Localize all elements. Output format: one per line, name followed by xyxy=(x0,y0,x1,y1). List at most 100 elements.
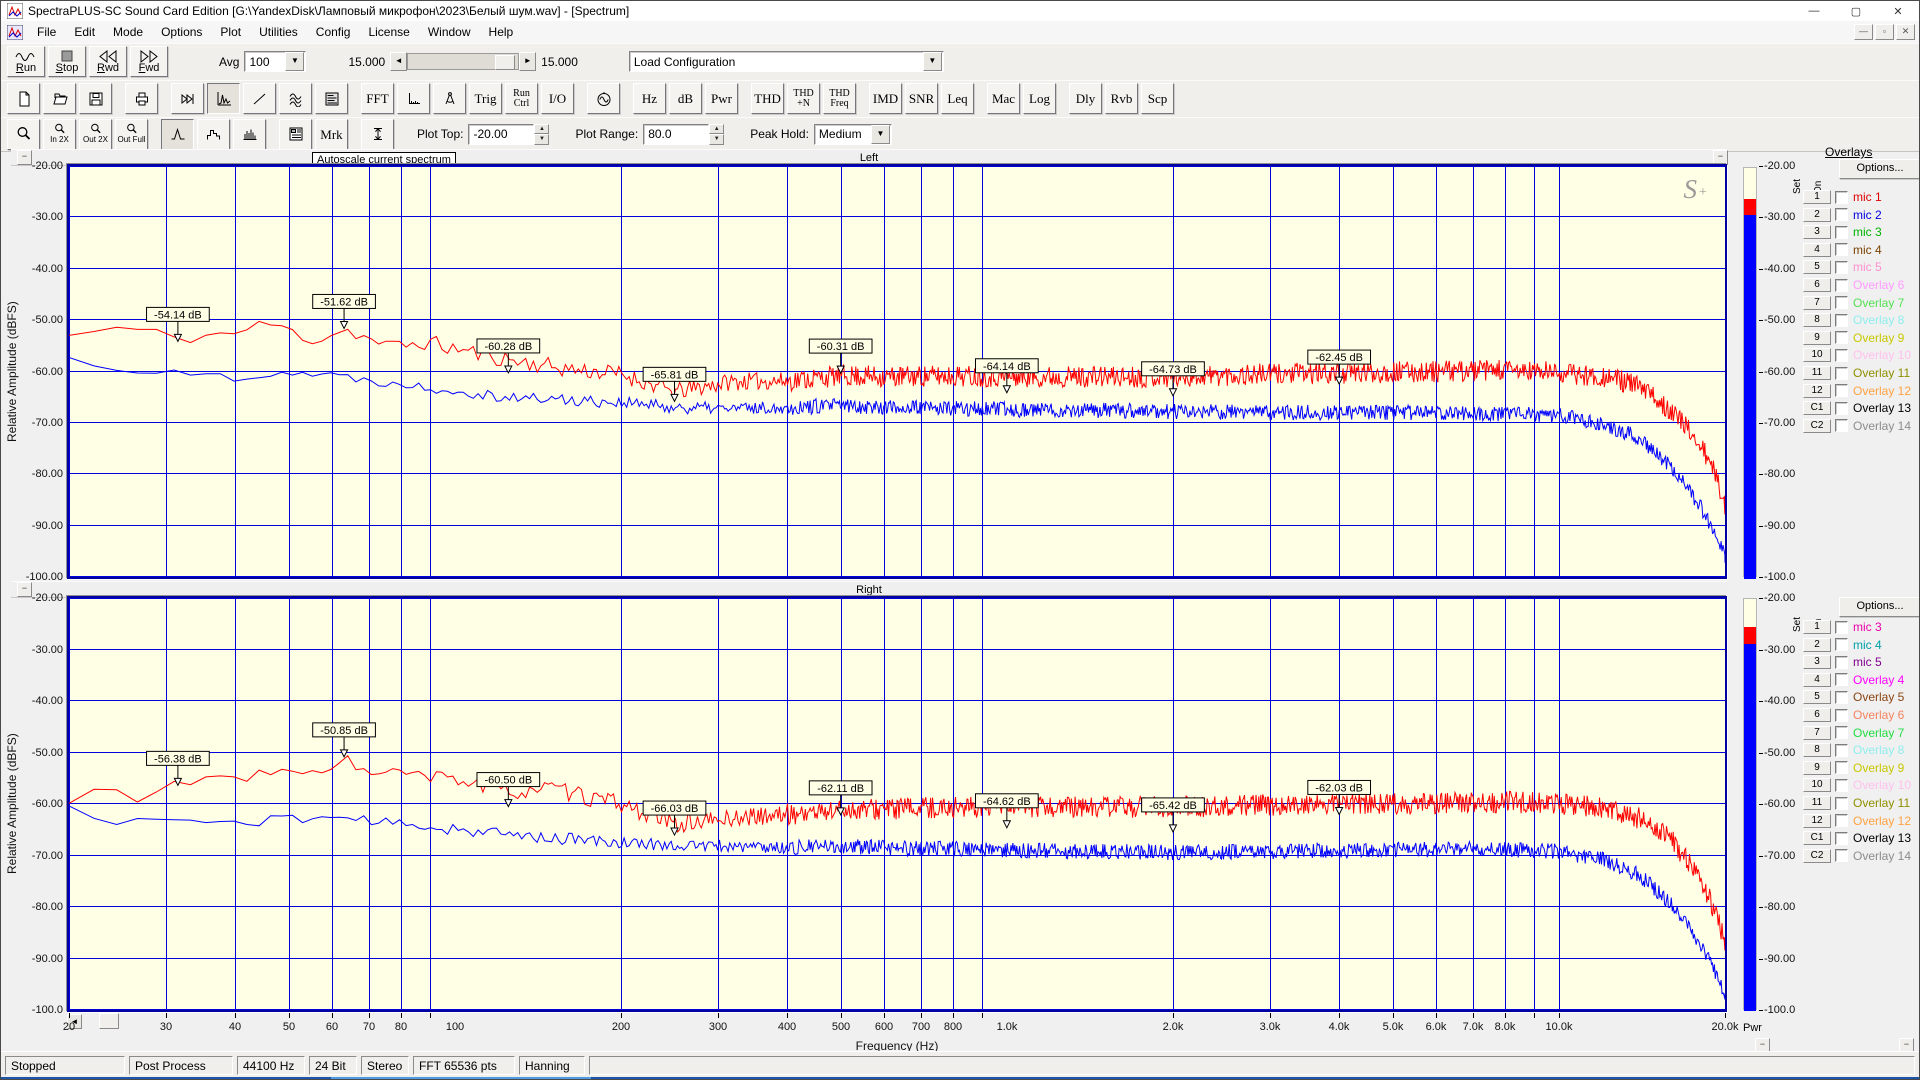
overlay-set-button[interactable]: 4 xyxy=(1803,242,1831,257)
hz-units-button[interactable]: Hz xyxy=(633,83,666,114)
process-to-end-button[interactable] xyxy=(171,83,204,114)
menu-item-options[interactable]: Options xyxy=(161,25,203,39)
hscroll-left-arrow-icon[interactable]: ◄ xyxy=(67,1014,82,1029)
reverb-button[interactable]: Rvb xyxy=(1105,83,1138,114)
thd-freq-button[interactable]: THD Freq xyxy=(823,83,856,114)
overlay-set-button[interactable]: 1 xyxy=(1803,620,1831,634)
overlay-set-button[interactable]: 12 xyxy=(1803,813,1831,828)
snr-button[interactable]: SNR xyxy=(905,83,938,114)
overlay-set-button[interactable]: 8 xyxy=(1803,743,1831,758)
overlay-on-checkbox[interactable] xyxy=(1835,278,1848,292)
collapse-icon[interactable]: − xyxy=(17,150,32,165)
overlay-set-button[interactable]: 11 xyxy=(1803,366,1831,380)
overlay-on-checkbox[interactable] xyxy=(1835,690,1848,704)
load-configuration-combo[interactable]: Load Configuration ▼ xyxy=(628,51,944,72)
overlay-on-checkbox[interactable] xyxy=(1835,348,1848,362)
hscroll-thumb[interactable] xyxy=(99,1013,119,1029)
overlay-on-checkbox[interactable] xyxy=(1835,384,1848,398)
chevron-down-icon[interactable]: ▼ xyxy=(922,52,942,71)
overlay-on-checkbox[interactable] xyxy=(1835,190,1848,204)
new-file-button[interactable] xyxy=(7,83,40,114)
spinner-up-icon[interactable]: ▲ xyxy=(534,123,550,134)
peak-hold-combo[interactable]: Medium ▼ xyxy=(813,123,892,145)
menu-item-window[interactable]: Window xyxy=(427,25,471,39)
fft-settings-button[interactable]: FFT xyxy=(361,83,394,114)
menu-item-utilities[interactable]: Utilities xyxy=(259,25,298,39)
time-slider[interactable] xyxy=(407,53,520,70)
overlay-set-button[interactable]: C1 xyxy=(1803,401,1831,416)
forward-button[interactable]: Fwd xyxy=(130,46,168,77)
thd-n-button[interactable]: THD +N xyxy=(787,83,820,114)
overlay-on-checkbox[interactable] xyxy=(1835,243,1848,257)
overlay-set-button[interactable]: C2 xyxy=(1803,848,1831,863)
slider-left-arrow-icon[interactable]: ◄ xyxy=(390,52,408,71)
mdi-minimize-icon[interactable]: — xyxy=(1854,24,1873,40)
zoom-button[interactable] xyxy=(7,118,40,150)
overlay-set-button[interactable]: 2 xyxy=(1803,637,1831,652)
zoom-in-2x-button[interactable]: In 2X xyxy=(43,118,76,150)
run-control-button[interactable]: Run Ctrl xyxy=(505,83,538,114)
bar-display-button[interactable] xyxy=(233,118,266,150)
spectrogram-view-button[interactable] xyxy=(315,83,348,114)
overlay-options-button[interactable]: Options... xyxy=(1839,597,1919,617)
overlay-on-checkbox[interactable] xyxy=(1835,831,1848,845)
overlay-on-checkbox[interactable] xyxy=(1835,814,1848,828)
overlay-on-checkbox[interactable] xyxy=(1835,778,1848,792)
chevron-down-icon[interactable]: ▼ xyxy=(285,52,305,71)
power-units-button[interactable]: Pwr xyxy=(705,83,738,114)
thd-button[interactable]: THD xyxy=(751,83,784,114)
signal-generator-button[interactable] xyxy=(587,83,620,114)
peak-display-button[interactable] xyxy=(161,118,194,150)
overlay-on-checkbox[interactable] xyxy=(1835,638,1848,652)
marker-button[interactable]: Mrk xyxy=(315,118,348,150)
overlay-on-checkbox[interactable] xyxy=(1835,208,1848,222)
scaling-button[interactable] xyxy=(397,83,430,114)
overlay-set-button[interactable]: 1 xyxy=(1803,190,1831,204)
chevron-down-icon[interactable]: ▼ xyxy=(870,124,890,144)
waterfall-view-button[interactable] xyxy=(279,83,312,114)
overlay-on-checkbox[interactable] xyxy=(1835,726,1848,740)
run-button[interactable]: Run xyxy=(7,46,45,77)
leq-button[interactable]: Leq xyxy=(941,83,974,114)
overlay-on-checkbox[interactable] xyxy=(1835,225,1848,239)
minimize-icon[interactable]: — xyxy=(1808,5,1820,17)
overlay-on-checkbox[interactable] xyxy=(1835,673,1848,687)
close-icon[interactable]: ✕ xyxy=(1893,5,1903,18)
spectrum-plot-left[interactable]: -54.14 dB -51.62 dB -60.28 dB -65.81 dB -60.… xyxy=(67,164,1727,579)
scope-button[interactable]: Scp xyxy=(1141,83,1174,114)
overlay-set-button[interactable]: C2 xyxy=(1803,418,1831,433)
menu-item-plot[interactable]: Plot xyxy=(220,25,242,39)
mdi-close-icon[interactable]: ✕ xyxy=(1896,24,1915,40)
collapse-icon[interactable]: − xyxy=(1713,150,1728,165)
db-units-button[interactable]: dB xyxy=(669,83,702,114)
collapse-icon[interactable]: − xyxy=(17,582,32,597)
io-device-button[interactable]: I/O xyxy=(541,83,574,114)
overlay-on-checkbox[interactable] xyxy=(1835,331,1848,345)
menu-item-config[interactable]: Config xyxy=(315,25,351,39)
stop-button[interactable]: Stop xyxy=(48,46,86,77)
overlay-set-button[interactable]: C1 xyxy=(1803,831,1831,846)
overlay-set-button[interactable]: 9 xyxy=(1803,760,1831,775)
rewind-button[interactable]: Rwd xyxy=(89,46,127,77)
menu-item-mode[interactable]: Mode xyxy=(113,25,144,39)
spinner-down-icon[interactable]: ▼ xyxy=(709,134,725,145)
overlay-set-button[interactable]: 6 xyxy=(1803,708,1831,722)
overlay-options-button[interactable]: Options... xyxy=(1839,159,1919,179)
phase-view-button[interactable] xyxy=(243,83,276,114)
overlay-on-checkbox[interactable] xyxy=(1835,620,1848,634)
overlay-set-button[interactable]: 4 xyxy=(1803,672,1831,687)
delay-button[interactable]: Dly xyxy=(1069,83,1102,114)
overlay-set-button[interactable]: 7 xyxy=(1803,725,1831,740)
plot-range-spinner[interactable]: ▲ ▼ xyxy=(709,123,725,145)
overlay-on-checkbox[interactable] xyxy=(1835,849,1848,863)
step-display-button[interactable] xyxy=(197,118,230,150)
overlay-set-button[interactable]: 12 xyxy=(1803,383,1831,398)
menu-item-help[interactable]: Help xyxy=(488,25,514,39)
zoom-out-full-button[interactable]: Out Full xyxy=(115,118,148,150)
plot-top-input[interactable] xyxy=(468,123,535,145)
overlay-on-checkbox[interactable] xyxy=(1835,401,1848,415)
overlay-set-button[interactable]: 3 xyxy=(1803,655,1831,670)
calibration-button[interactable] xyxy=(433,83,466,114)
menu-item-edit[interactable]: Edit xyxy=(74,25,96,39)
trigger-button[interactable]: Trig xyxy=(469,83,502,114)
